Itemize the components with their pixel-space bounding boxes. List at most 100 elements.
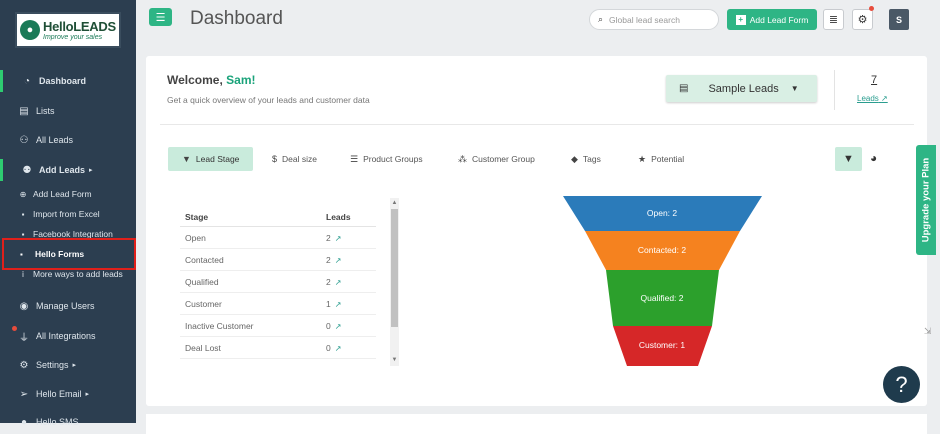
tab-tags[interactable]: ◆ Tags: [571, 153, 601, 165]
funnel-icon: ▼: [843, 153, 854, 165]
stage-cell: Inactive Customer: [180, 314, 321, 337]
stage-cell: Customer: [180, 292, 321, 315]
sidebar-item-settings[interactable]: ⚙ Settings ▸: [0, 354, 136, 376]
tab-potential[interactable]: ★ Potential: [638, 153, 685, 165]
leads-cell[interactable]: 2 ↗: [321, 248, 376, 271]
sidebar-subitem-facebook[interactable]: ▪ Facebook Integration: [0, 225, 136, 243]
funnel-segment-contacted[interactable]: [585, 231, 740, 270]
funnel-view-button[interactable]: ▼: [835, 147, 862, 171]
funnel-segment-customer[interactable]: [613, 326, 712, 366]
sitemap-icon: ⁂: [458, 153, 467, 164]
table-row: Inactive Customer 0 ↗: [180, 314, 376, 337]
tab-lead-stage[interactable]: ▼ Lead Stage: [168, 147, 254, 171]
external-link-icon[interactable]: ↗: [334, 233, 342, 243]
logo-tagline: Improve your sales: [43, 33, 103, 41]
plus-circle-icon: ⊕: [19, 189, 27, 199]
sidebar-item-integrations[interactable]: ⏚ All Integrations: [0, 325, 136, 347]
leads-cell[interactable]: 2 ↗: [321, 226, 376, 249]
secondary-card: [146, 414, 927, 434]
stage-cell: Contacted: [180, 248, 321, 271]
logo-brand: HelloLEADS: [43, 18, 116, 34]
sidebar-item-manage-users[interactable]: ◉ Manage Users: [0, 295, 136, 317]
chat-icon: ●: [20, 416, 28, 428]
external-link-icon[interactable]: ↗: [334, 321, 342, 331]
sidebar-item-add-leads[interactable]: ⚉ Add Leads ▸: [0, 159, 139, 181]
logo[interactable]: ● HelloLEADS Improve your sales: [15, 12, 121, 48]
avatar[interactable]: S: [889, 9, 909, 30]
funnel-label-customer: Customer: 1: [639, 340, 686, 350]
leads-link[interactable]: Leads ↗: [857, 94, 888, 103]
lead-stage-funnel: Open: 2 Contacted: 2 Qualified: 2 Custom…: [563, 196, 762, 366]
column-header-stage: Stage: [180, 208, 321, 227]
sidebar-subitem-import-excel[interactable]: ▪ Import from Excel: [0, 205, 136, 223]
tag-icon: ◆: [571, 153, 578, 164]
sidebar-subitem-add-lead-form[interactable]: ⊕ Add Lead Form: [19, 189, 92, 199]
sidebar-item-all-leads[interactable]: ⚇ All Leads: [0, 129, 136, 151]
list-icon: ▤: [19, 105, 29, 117]
user-name: Sam!: [226, 73, 256, 87]
pie-chart-icon: ◕: [870, 151, 878, 165]
gear-icon: ⚙: [19, 359, 29, 371]
list-icon: ▤: [679, 83, 689, 94]
pie-view-button[interactable]: ◕: [870, 151, 877, 165]
leads-count[interactable]: 7: [871, 74, 878, 86]
list-icon: ≣: [828, 14, 839, 26]
external-link-icon[interactable]: ↗: [334, 299, 342, 309]
scrollbar-thumb[interactable]: [391, 209, 398, 327]
chevron-right-icon: ▸: [89, 167, 93, 174]
leads-cell[interactable]: 2 ↗: [321, 270, 376, 293]
sidebar-item-hello-email[interactable]: ➢ Hello Email ▸: [0, 383, 136, 405]
external-link-icon[interactable]: ↗: [334, 343, 342, 353]
leads-cell[interactable]: 0 ↗: [321, 336, 376, 359]
sidebar-item-hello-sms[interactable]: ● Hello SMS: [0, 411, 136, 433]
global-search-input[interactable]: ⌕ Global lead search: [589, 9, 719, 30]
funnel-segment-open[interactable]: [563, 196, 762, 231]
welcome-heading: Welcome, Sam!: [167, 73, 256, 87]
chevron-down-icon: ▼: [790, 84, 799, 93]
external-link-icon: ↗: [881, 94, 888, 103]
sidebar-item-lists[interactable]: ▤ Lists: [0, 100, 136, 122]
upgrade-plan-tab[interactable]: Upgrade your Plan: [916, 145, 936, 255]
sample-leads-dropdown[interactable]: ▤ Sample Leads ▼: [666, 75, 817, 102]
chevron-right-icon: ▸: [85, 391, 90, 398]
plus-icon: +: [735, 14, 746, 25]
file-icon: ▪: [21, 209, 25, 219]
external-link-icon[interactable]: ↗: [334, 277, 342, 287]
settings-button[interactable]: ⚙: [852, 9, 873, 30]
column-header-leads: Leads: [321, 208, 376, 227]
paper-plane-icon: ➢: [19, 388, 29, 400]
tab-customer-group[interactable]: ⁂ Customer Group: [458, 153, 535, 165]
sidebar-item-dashboard[interactable]: ◔ Dashboard: [0, 70, 139, 92]
scroll-up-arrow[interactable]: ▲: [391, 200, 398, 206]
stage-cell: Deal Lost: [180, 336, 321, 359]
scroll-down-arrow[interactable]: ▼: [391, 357, 398, 363]
chevron-right-icon: ▸: [72, 362, 77, 369]
table-row: Qualified 2 ↗: [180, 270, 376, 293]
sidebar-subitem-hello-forms[interactable]: ▪ Hello Forms: [2, 238, 136, 270]
menu-toggle-button[interactable]: ☰: [149, 8, 172, 26]
add-lead-form-button[interactable]: + Add Lead Form: [727, 9, 817, 30]
notification-dot: [12, 326, 17, 331]
dashboard-icon: ◔: [23, 75, 31, 87]
user-circle-icon: ◉: [19, 300, 29, 312]
table-row: Deal Lost 0 ↗: [180, 336, 376, 359]
list-view-button[interactable]: ≣: [823, 9, 844, 30]
lead-stage-table: Stage Leads Open 2 ↗ Contacted 2 ↗ Qualifi…: [180, 208, 376, 359]
help-button[interactable]: ?: [883, 366, 920, 403]
tab-deal-size[interactable]: $ Deal size: [272, 154, 317, 164]
leads-cell[interactable]: 1 ↗: [321, 292, 376, 315]
leads-cell[interactable]: 0 ↗: [321, 314, 376, 337]
tab-product-groups[interactable]: ☰ Product Groups: [350, 153, 423, 165]
table-row: Customer 1 ↗: [180, 292, 376, 315]
page-title: Dashboard: [190, 8, 283, 29]
funnel-label-contacted: Contacted: 2: [638, 245, 686, 255]
sidebar-subitem-more-ways[interactable]: ⅰ More ways to add leads: [0, 265, 136, 283]
star-icon: ★: [638, 153, 647, 164]
table-row: Open 2 ↗: [180, 226, 376, 249]
external-link-icon[interactable]: ↗: [334, 255, 342, 265]
divider: [160, 124, 914, 125]
notification-dot: [869, 6, 874, 11]
funnel-segment-qualified[interactable]: [606, 270, 719, 326]
welcome-subtitle: Get a quick overview of your leads and c…: [167, 95, 370, 105]
table-header-row: Stage Leads: [180, 208, 376, 227]
